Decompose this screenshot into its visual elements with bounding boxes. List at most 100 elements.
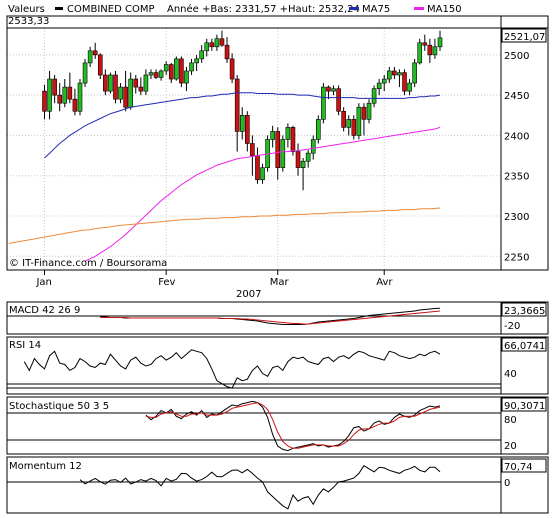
candle-body [219,38,225,46]
momentum-series-line [79,465,441,510]
candle [168,62,174,84]
macd-panel: MACD 42 26 9 23,3665 -20 [6,301,549,335]
macd-tick-label: -20 [504,321,520,332]
candle-body [103,74,108,92]
candle [87,46,93,67]
candle [52,75,57,104]
price-tick-label: 2350 [504,172,529,183]
candle [194,54,199,71]
candle [133,75,139,94]
candle-body [234,78,240,132]
candle [72,88,78,116]
candle-body [82,62,88,84]
candle [346,115,352,136]
ma75-legend: MA75 [362,4,390,15]
candle-body [432,46,438,56]
candle [280,135,286,172]
candle-body [189,62,194,72]
candle [351,115,357,140]
candle [341,107,346,132]
macd-series-line [100,310,441,325]
candle [300,157,306,191]
momentum-value-label: 70,74 [504,462,533,473]
candle [138,77,144,96]
x-axis-year: 2007 [236,289,261,300]
candle [113,70,118,104]
candle [245,111,250,152]
chart-header: Valeurs COMBINED COMP Année +Bas: 2331,5… [8,3,462,27]
top-value-label: 2533,33 [8,16,49,27]
momentum-frame [6,456,549,514]
candle-body [194,58,199,64]
last-price-label: 2521,07 [504,32,545,43]
candle [381,75,387,92]
candle [371,85,377,108]
stochastic-value-label: 90,3071 [504,401,545,412]
candle-body [270,131,275,140]
candle-body [346,119,352,128]
stochastic-series-line [145,400,441,452]
x-tick-label: Jan [35,277,51,288]
candle-body [300,160,306,168]
candle [57,83,63,112]
x-axis: Jan Fev Mar Avr [35,270,393,288]
rsi-value-box [501,337,547,352]
candle [361,103,367,136]
candle-body [108,74,113,92]
candle [148,69,154,80]
momentum-value-box [501,458,547,473]
candle [376,79,382,96]
candle-body [280,139,286,168]
price-panel: 2250 2300 2350 2400 2450 2500 2521,07 © IT-Fi… [6,15,549,271]
candle [224,37,230,63]
price-tick-label: 2450 [504,91,529,102]
candle-body [133,78,139,88]
candle [412,58,417,88]
candle [397,69,402,88]
candle [255,147,260,184]
candle-body [118,86,123,100]
momentum-panel: Momentum 12 70,74 0 [6,456,549,514]
candle [295,143,301,176]
candle-body [285,127,291,140]
rsi-panel: RSI 14 66,0741 40 [6,336,549,395]
candle [103,69,108,96]
candle-body [310,139,316,154]
x-tick-label: Avr [376,277,393,288]
macd-lines [100,307,441,325]
candle-body [321,86,326,120]
macd-frame [6,301,549,335]
candle-body [381,78,387,84]
stochastic-value-box [501,397,547,412]
candle-body [397,72,402,76]
candle [331,85,336,96]
candle [270,125,275,148]
candle [47,70,52,120]
stochastic-tick-80: 80 [504,415,517,426]
candle [234,75,240,152]
candle-body [331,88,336,92]
candle-body [250,143,255,156]
year-stats: Année +Bas: 2331,57 +Haut: 2532,24 [167,3,360,15]
ma75-swatch [349,7,359,10]
candle-body [260,167,265,181]
candle-body [356,106,362,136]
macd-value-box [501,302,547,317]
candle [275,127,281,180]
macd-title: MACD 42 26 9 [9,305,80,316]
candle-body [351,119,357,136]
rsi-value-label: 66,0741 [504,341,545,352]
candle-body [290,127,296,152]
candle-body [204,42,210,52]
candle-body [113,74,118,100]
candle [199,45,204,63]
candle-body [72,98,78,112]
candle-body [97,54,103,76]
candle-body [417,42,423,64]
candle-body [138,86,144,92]
candle [229,53,235,84]
candle [219,30,225,47]
candle-body [239,114,245,132]
ma150-swatch [414,7,424,10]
candle [239,107,245,140]
